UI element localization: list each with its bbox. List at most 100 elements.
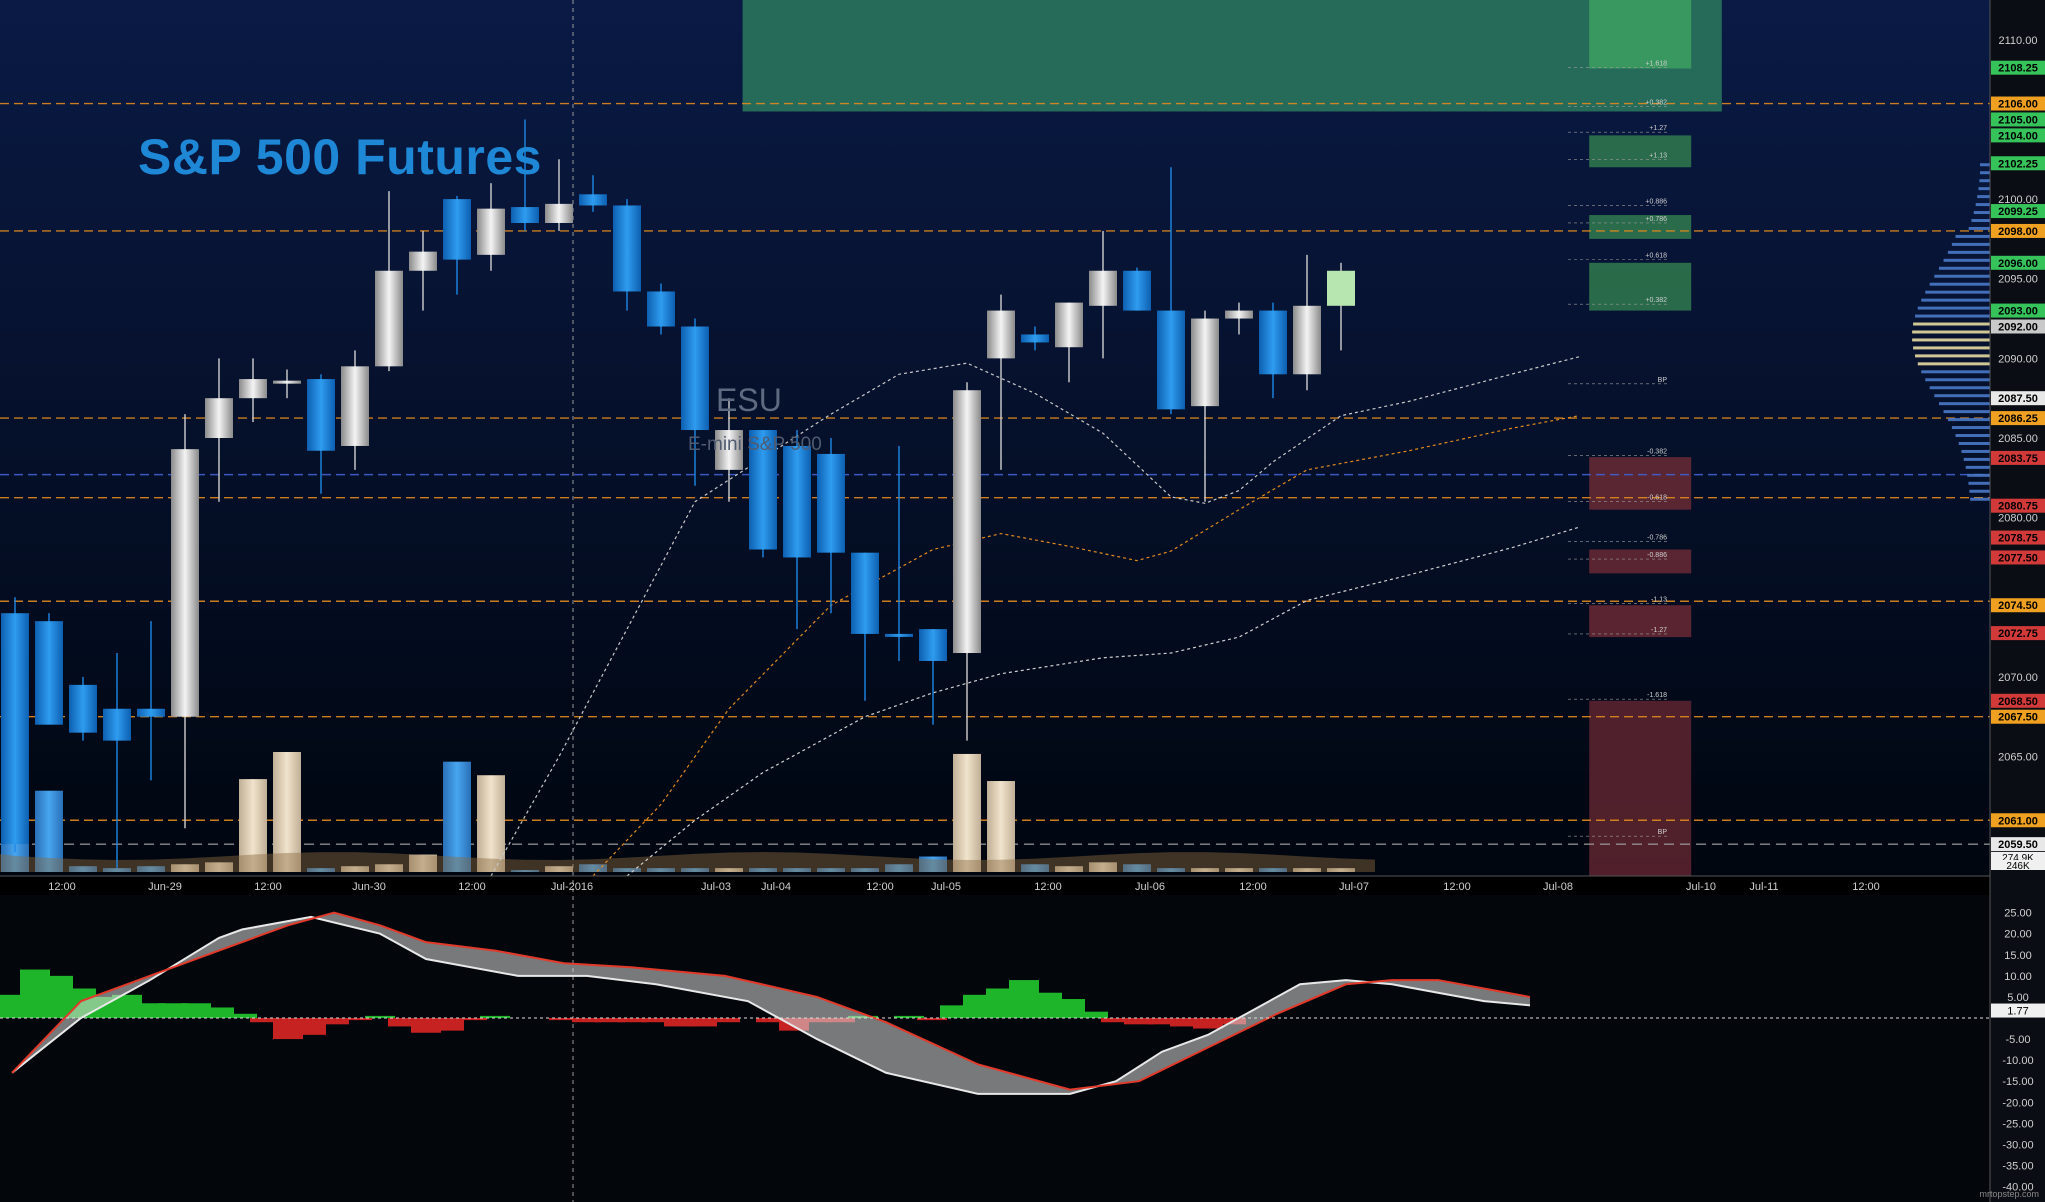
fib-label: BP [1658, 829, 1668, 836]
fib-label: BP [1658, 377, 1668, 384]
volume-profile-bar [1921, 298, 1990, 302]
price-badge [1991, 391, 2045, 406]
volume-profile-bar [1921, 370, 1990, 374]
candle-body [341, 366, 369, 446]
fib-label: -0.886 [1647, 552, 1667, 559]
macd-histogram-bar [1147, 1018, 1177, 1025]
candle-body [137, 708, 165, 717]
price-badge-label: 2078.75 [1998, 533, 2038, 545]
volume-profile-bar [1980, 171, 1990, 175]
x-tick-label: Jul-07 [1339, 881, 1369, 893]
volume-profile-bar [1973, 211, 1990, 215]
price-badge [1991, 60, 2045, 75]
volume-bar [137, 866, 165, 872]
target-zone [1589, 215, 1692, 239]
candle-body [205, 398, 233, 438]
volume-bar [545, 866, 573, 872]
volume-profile-bar [1968, 226, 1990, 230]
candle-body [307, 379, 335, 451]
candle-body [375, 270, 403, 367]
candle-body [103, 708, 131, 741]
volume-bar [171, 864, 199, 872]
volume-badge [1991, 852, 2045, 862]
fib-label: -1.13 [1651, 597, 1667, 604]
fib-label: +0.382 [1645, 297, 1667, 304]
macd-histogram-bar [273, 1018, 303, 1040]
price-badge [1991, 709, 2045, 724]
macd-y-tick-label: -30.00 [2002, 1139, 2033, 1151]
volume-profile-bar [1979, 179, 1990, 183]
volume-bar [1191, 868, 1219, 872]
y-tick-label: 2090.00 [1998, 353, 2038, 365]
price-badge-label: 2098.00 [1998, 226, 2038, 238]
volume-profile-bar [1915, 314, 1990, 318]
fib-label: +1.13 [1649, 152, 1667, 159]
volume-badge-label: 274.9K [2002, 853, 2034, 864]
price-badge [1991, 411, 2045, 426]
price-badge-label: 2074.50 [1998, 600, 2038, 612]
macd-histogram-bar [204, 1007, 234, 1018]
candle-body [783, 445, 811, 558]
y-tick-label: 2110.00 [1999, 35, 2038, 47]
fib-label: +1.618 [1645, 61, 1667, 68]
macd-histogram-bar [1170, 1018, 1200, 1027]
candle-body [647, 291, 675, 327]
price-badge [1991, 498, 2045, 513]
price-badge-label: 2104.00 [1998, 130, 2038, 142]
macd-histogram-bar [457, 1018, 487, 1021]
volume-profile-bar [1968, 481, 1990, 485]
volume-bar [1123, 864, 1151, 872]
candle-body [1021, 334, 1049, 343]
price-badge-label: 2096.00 [1998, 258, 2038, 270]
price-badge-label: 2087.50 [1998, 393, 2038, 405]
macd-y-tick-label: -25.00 [2002, 1118, 2033, 1130]
volume-bar [715, 868, 743, 872]
volume-profile-bar [1958, 441, 1990, 445]
macd-histogram-bar [572, 1018, 602, 1023]
volume-profile-bar [1929, 282, 1990, 286]
candle-body [545, 203, 573, 223]
volume-bar [783, 868, 811, 872]
volume-profile-bar [1912, 330, 1990, 334]
price-badge [1991, 319, 2045, 334]
x-tick-label: 12:00 [458, 881, 486, 893]
macd-y-tick-label: -20.00 [2002, 1097, 2033, 1109]
candle-body [749, 430, 777, 550]
macd-histogram-bar [388, 1018, 418, 1027]
y-tick-label: 2065.00 [1998, 752, 2038, 764]
x-tick-label: Jul-03 [701, 881, 731, 893]
candle-body [409, 251, 437, 271]
candle-body [987, 310, 1015, 359]
volume-profile-bar [1943, 258, 1990, 262]
volume-profile-bar [1951, 426, 1990, 430]
x-tick-label: 12:00 [1443, 881, 1471, 893]
y-tick-label: 2085.00 [1998, 433, 2038, 445]
candle-body [919, 629, 947, 661]
volume-profile-bar [1951, 242, 1990, 246]
macd-signal-line [11, 911, 1531, 1091]
fib-label: +0.886 [1645, 198, 1667, 205]
volume-bar [341, 866, 369, 872]
moving-average-line [626, 526, 1580, 877]
fib-label: -0.382 [1647, 449, 1667, 456]
price-badge [1991, 450, 2045, 465]
fib-label: -1.27 [1651, 627, 1667, 634]
volume-profile-bar [1963, 457, 1990, 461]
volume-profile-bar [1929, 386, 1990, 390]
price-badge [1991, 837, 2045, 852]
candle-body [1327, 270, 1355, 306]
price-badge-label: 2059.50 [1998, 839, 2038, 851]
price-badge [1991, 128, 2045, 143]
macd-histogram-bar [917, 1018, 947, 1021]
price-badge-label: 2083.75 [1998, 453, 2038, 465]
price-badge [1991, 96, 2045, 111]
x-tick-label: 12:00 [254, 881, 282, 893]
macd-signal-fill [12, 912, 1530, 1094]
macd-histogram-bar [664, 1018, 694, 1027]
target-zone [1589, 457, 1692, 510]
candle-body [1, 613, 29, 845]
macd-histogram-bar [756, 1018, 786, 1023]
x-tick-label: Jul-04 [761, 881, 791, 893]
volume-bar [1021, 864, 1049, 872]
